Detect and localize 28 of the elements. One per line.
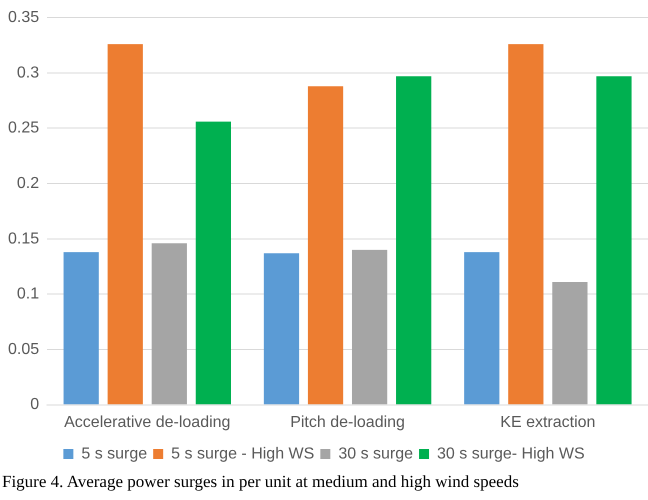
bar [396, 76, 432, 404]
bar [308, 86, 344, 404]
bar [596, 76, 632, 404]
legend-label: 5 s surge [81, 445, 148, 462]
bar [108, 44, 143, 404]
x-tick-label: Pitch de-loading [290, 414, 405, 431]
y-tick-label: 0.15 [8, 230, 40, 248]
y-tick-label: 0 [30, 396, 40, 414]
y-tick-label: 0.35 [8, 9, 40, 26]
bar [264, 253, 300, 404]
legend-label: 5 s surge - High WS [171, 445, 314, 462]
bar [352, 250, 388, 404]
y-tick-label: 0.3 [16, 64, 40, 82]
y-tick-label: 0.25 [8, 120, 40, 137]
y-tick-label: 0.2 [16, 174, 40, 192]
y-tick-label: 0.05 [8, 340, 40, 358]
x-tick-label: Accelerative de-loading [64, 414, 230, 431]
bar [152, 243, 187, 404]
legend-label: 30 s surge [338, 445, 414, 462]
legend-label: 30 s surge- High WS [437, 445, 585, 462]
bar [64, 252, 99, 404]
bar [508, 44, 544, 404]
bar [196, 122, 232, 404]
caption: Figure 4. Average power surges in per unit at medium and high wind speeds [2, 472, 520, 492]
bar [552, 282, 588, 404]
bar [464, 252, 500, 404]
x-tick-label: KE extraction [500, 414, 596, 431]
y-tick-label: 0.1 [16, 286, 40, 303]
